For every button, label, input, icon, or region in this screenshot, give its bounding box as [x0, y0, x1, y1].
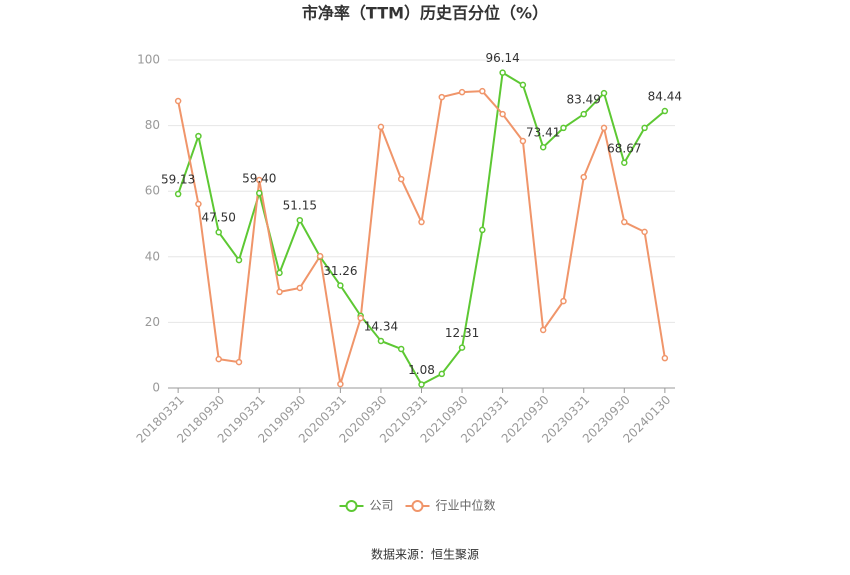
point	[560, 124, 567, 132]
point	[215, 355, 222, 363]
series-line	[177, 90, 666, 385]
y-tick-label: 80	[145, 118, 160, 132]
data-label: 59.13	[161, 173, 195, 187]
point	[337, 282, 344, 289]
point	[235, 256, 243, 264]
point	[397, 175, 405, 183]
point	[276, 269, 283, 277]
legend-marker	[411, 500, 424, 512]
point	[479, 87, 486, 95]
point	[519, 137, 527, 145]
point	[499, 110, 506, 118]
point	[539, 143, 547, 151]
chart-title: 市净率（TTM）历史百分位（%）	[302, 4, 548, 23]
point	[539, 326, 547, 334]
point	[519, 81, 527, 89]
point	[499, 69, 506, 76]
point	[377, 123, 385, 131]
y-tick-label: 60	[145, 184, 160, 198]
point	[215, 228, 222, 236]
legend-marker	[345, 500, 358, 512]
point	[641, 124, 648, 132]
data-label: 83.49	[567, 93, 601, 107]
data-label: 51.15	[283, 199, 317, 213]
point	[195, 200, 202, 208]
point	[397, 345, 405, 353]
data-label: 1.08	[408, 363, 435, 377]
point	[377, 337, 385, 345]
legend-label: 行业中位数	[436, 498, 496, 513]
point	[580, 173, 587, 181]
legend-label: 公司	[370, 499, 394, 513]
y-tick-label: 40	[145, 249, 160, 263]
data-label: 84.44	[648, 90, 682, 104]
data-label: 59.40	[242, 172, 276, 186]
point	[357, 314, 364, 322]
point	[235, 358, 243, 366]
point	[174, 97, 182, 105]
point	[337, 380, 344, 388]
point	[580, 110, 587, 118]
point	[276, 288, 283, 296]
data-label: 73.41	[526, 126, 560, 140]
point	[174, 190, 182, 198]
point	[438, 93, 446, 101]
point	[418, 381, 425, 388]
point	[641, 228, 648, 236]
point	[661, 107, 669, 115]
point	[600, 89, 608, 97]
data-label: 12.31	[445, 326, 479, 340]
data-label: 14.34	[364, 319, 398, 333]
source-note: 数据来源：恒生聚源	[371, 547, 479, 562]
point	[256, 189, 263, 197]
point	[256, 176, 263, 184]
point	[661, 354, 669, 362]
series-line	[177, 71, 666, 386]
point	[458, 344, 466, 351]
data-label: 96.14	[485, 51, 519, 65]
data-label: 68.67	[607, 141, 641, 155]
data-label: 31.26	[323, 264, 357, 278]
y-tick-label: 0	[152, 381, 160, 395]
point	[296, 216, 304, 224]
y-tick-label: 100	[137, 53, 160, 67]
point	[621, 218, 628, 226]
point	[479, 226, 486, 234]
point	[600, 124, 608, 132]
point	[621, 159, 628, 167]
point	[418, 218, 425, 226]
point	[296, 284, 304, 292]
point	[195, 132, 202, 140]
data-label: 47.50	[202, 211, 236, 225]
y-tick-label: 20	[145, 315, 160, 329]
point	[560, 297, 567, 305]
point	[458, 88, 466, 96]
point	[316, 252, 324, 260]
point	[438, 370, 446, 378]
